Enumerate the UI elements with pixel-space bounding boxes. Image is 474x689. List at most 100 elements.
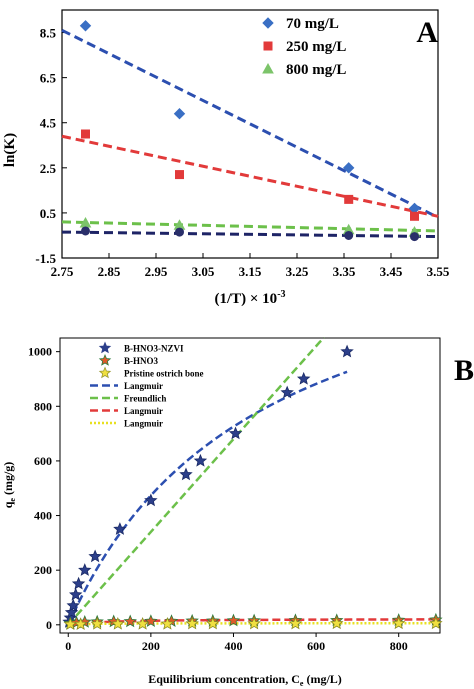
a-legend-label: 800 mg/L [286,62,346,78]
a-y-tick-label: -1.5 [35,251,56,266]
a-data-point [81,129,90,139]
a-y-tick-label: 2.5 [40,161,57,176]
b-y-tick-label: 600 [34,454,52,468]
a-legend-label: 70 mg/L [286,16,339,32]
a-data-point [344,230,354,240]
b-y-tick-label: 800 [34,399,52,413]
b-data-point [68,587,83,601]
b-legend: B-HNO3-NZVI B-HNO3 Pristine ostrich bone La… [90,341,204,429]
b-x-tick-label: 200 [142,639,160,653]
a-x-tick-label: 2.85 [98,264,121,279]
b-data-point [144,614,158,627]
b-data-point [111,616,125,630]
a-data-point [410,232,419,242]
a-legend: 70 mg/L 250 mg/L 800 mg/L [262,16,346,78]
a-x-axis-title: (1/T) × 10-3 [214,289,285,307]
b-data-point [88,549,102,563]
b-legend-label: Pristine ostrich bone [124,369,204,379]
b-y-tick-label: 0 [46,618,52,632]
a-x-tick-label: 2.75 [51,264,74,279]
b-data-point [193,453,208,467]
a-data-point [79,20,92,32]
b-x-tick-label: 400 [224,639,242,653]
a-data-point [81,226,90,236]
b-legend-label: B-HNO3 [124,356,159,366]
plot-area-a [61,9,439,259]
b-data-point [64,605,79,619]
b-y-tick-label: 200 [34,563,52,577]
b-data-point [179,467,193,481]
b-data-point [228,426,243,440]
a-y-axis-title: ln(K) [2,133,18,167]
a-x-tick-label: 2.95 [145,264,168,279]
a-fit-lines [61,28,439,239]
b-fit-line [67,337,326,626]
a-fit-line [61,220,439,233]
b-x-tick-label: 0 [65,639,71,653]
b-data-point [123,614,137,628]
a-x-tick-label: 3.55 [427,264,450,279]
b-data-point [78,563,92,576]
b-fit-line [67,370,348,625]
b-data-point [340,344,354,358]
b-data-point [288,616,303,630]
a-data-point [344,194,354,204]
a-y-tick-label: 4.5 [40,116,57,131]
b-data-point [296,371,311,385]
a-x-tick-label: 3.15 [239,264,262,279]
b-x-tick-label: 800 [390,639,408,653]
b-data-point [429,616,443,630]
b-data-point [280,385,294,399]
b-data-points [62,344,443,630]
b-data-point [247,616,261,630]
b-legend-label: Langmuir [124,381,163,391]
b-data-point [71,576,86,590]
a-y-tick-label: 6.5 [40,71,57,86]
b-legend-marker [98,366,112,379]
plot-area-b [59,337,441,634]
b-legend-label: Freundlich [124,394,166,404]
a-data-point [410,211,419,221]
b-y-axis-title: qe (mg/g) [1,462,17,509]
a-data-point [342,162,355,174]
b-x-axis-title: Equilibrium concentration, Ce (mg/L) [148,672,342,688]
b-legend-label: B-HNO3-NZVI [124,344,184,354]
a-data-point [175,227,184,237]
panel-b: 0 200 400 600 800 0 200 400 600 800 1000 B-HNO3-NZ… [1,337,474,688]
a-data-point [175,170,184,180]
b-data-point [160,616,175,630]
a-fit-line [61,230,439,239]
b-data-point [391,616,406,630]
a-y-tick-label: 0.5 [40,206,57,221]
b-legend-label: Langmuir [124,419,163,429]
panel-label-a: A [416,16,438,49]
b-data-point [135,616,150,630]
b-y-tick-label: 400 [34,509,52,523]
a-x-tick-label: 3.35 [333,264,356,279]
b-legend-marker [98,341,112,354]
b-data-point [73,617,88,630]
b-data-point [185,616,199,630]
b-data-point [90,616,104,630]
a-fit-line [61,28,439,219]
b-legend-label: Langmuir [124,406,163,416]
b-data-point [206,616,220,630]
b-data-point [144,493,158,507]
b-legend-marker [98,353,112,366]
a-legend-marker [262,17,274,29]
panel-a: 2.75 2.85 2.95 3.05 3.15 3.25 3.35 3.45 3.55 8.5 6… [2,9,450,307]
b-data-point [113,522,127,535]
a-x-tick-label: 3.05 [192,264,215,279]
b-x-tick-label: 600 [307,639,325,653]
a-legend-label: 250 mg/L [286,39,346,55]
a-y-tick-label: 8.5 [40,26,57,41]
a-fit-line [61,134,439,218]
a-x-tick-label: 3.25 [286,264,309,279]
a-axis-ticks: 2.75 2.85 2.95 3.05 3.15 3.25 3.35 3.45 3.55 8.5 6… [35,26,449,279]
panel-label-b: B [454,354,474,387]
a-x-tick-label: 3.45 [380,264,403,279]
b-data-point [330,616,344,630]
a-legend-marker [262,62,274,74]
b-axis-ticks: 0 200 400 600 800 0 200 400 600 800 1000 [28,345,408,653]
